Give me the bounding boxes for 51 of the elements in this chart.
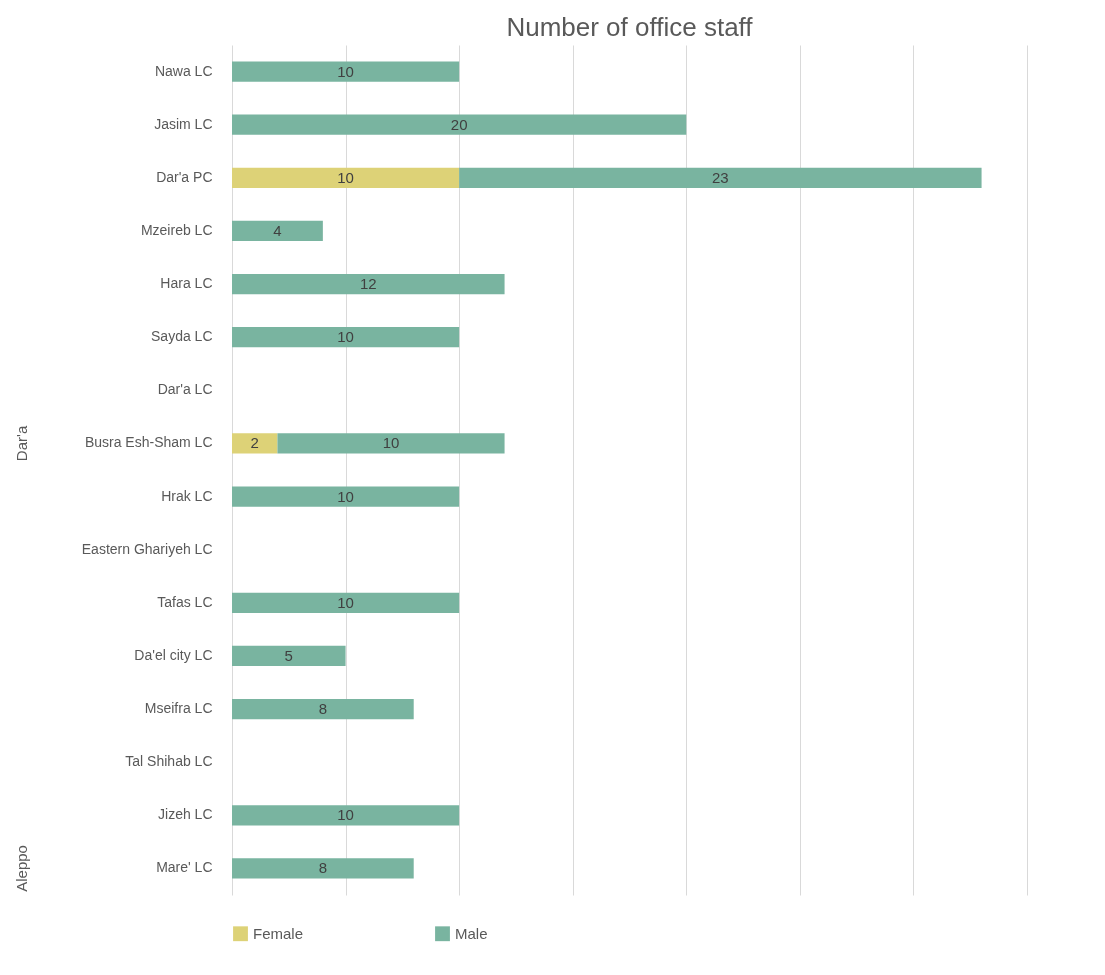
- bar: [277, 433, 505, 454]
- bar: [232, 698, 414, 720]
- data-label: 12: [359, 275, 377, 293]
- y-tick-label: Tafas LC: [157, 593, 213, 610]
- bar: [232, 61, 460, 82]
- bar: [232, 592, 460, 613]
- data-label: 2: [250, 434, 259, 452]
- legend-label: Male: [455, 924, 488, 942]
- data-label: 23: [712, 168, 729, 186]
- data-label: 10: [337, 168, 354, 186]
- y-tick-label: Jizeh LC: [158, 806, 213, 823]
- data-label: 10: [337, 328, 354, 346]
- data-label: 10: [382, 434, 400, 452]
- y-tick-label: Busra Esh-Sham LC: [84, 434, 213, 451]
- y-tick-label: Dar'a PC: [156, 168, 213, 185]
- data-label: 4: [273, 221, 282, 239]
- data-label: 10: [337, 806, 354, 824]
- y-tick-label: Mare' LC: [156, 859, 213, 876]
- bar: [232, 805, 460, 826]
- data-label: 8: [318, 700, 328, 718]
- y-tick-label: Hrak LC: [161, 487, 213, 504]
- bar: [459, 167, 982, 188]
- legend-label: Female: [253, 924, 304, 942]
- y-tick-label: Dar'a LC: [157, 381, 213, 398]
- y-tick-label: Da'el city LC: [134, 646, 213, 663]
- text: Aleppo: [13, 845, 30, 892]
- y-tick-label: Eastern Ghariyeh LC: [81, 540, 213, 557]
- bar: [232, 486, 460, 507]
- data-label: 10: [337, 593, 354, 611]
- text: Dar'a: [13, 425, 30, 462]
- data-label: 20: [450, 115, 468, 133]
- y-tick-label: Mzeireb LC: [140, 221, 213, 238]
- chart-title: Number of office staff: [506, 12, 754, 42]
- bar: [232, 327, 460, 348]
- bar: [232, 433, 278, 454]
- bar: [232, 114, 687, 135]
- y-tick-label: Tal Shihab LC: [125, 753, 213, 770]
- bar: [232, 273, 505, 295]
- bar: [232, 220, 323, 242]
- data-label: 10: [337, 487, 354, 505]
- y-tick-label: Sayda LC: [151, 328, 213, 345]
- bar: [232, 167, 460, 188]
- bar: [232, 858, 414, 879]
- y-tick-label: Jasim LC: [154, 115, 213, 132]
- y-tick-label: Mseifra LC: [144, 700, 213, 717]
- y-tick-label: Nawa LC: [154, 62, 213, 79]
- bar: [232, 645, 346, 667]
- y-tick-label: Hara LC: [160, 275, 213, 292]
- data-label: 10: [337, 62, 354, 80]
- data-label: 8: [318, 859, 328, 877]
- data-label: 5: [284, 646, 293, 664]
